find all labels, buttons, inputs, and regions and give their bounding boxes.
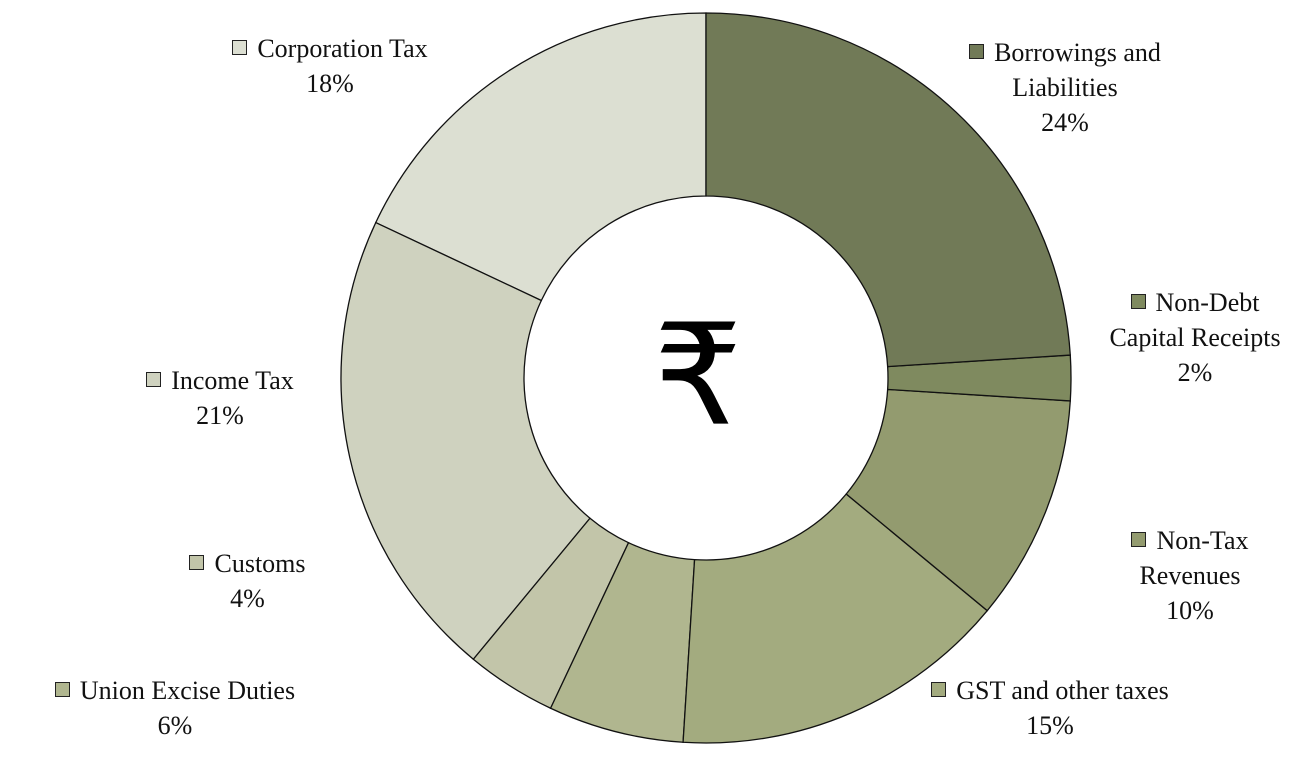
category-name: Non-Debt Capital Receipts xyxy=(1109,288,1281,352)
label-name-line: Non-Debt Capital Receipts xyxy=(1090,285,1300,355)
value-label: 10% xyxy=(1166,596,1214,625)
legend-swatch xyxy=(1131,532,1147,547)
slice-label: Customs 4% xyxy=(160,546,335,616)
category-name: Non-Tax Revenues xyxy=(1139,526,1249,590)
category-name: Union Excise Duties xyxy=(79,676,296,705)
value-label: 18% xyxy=(306,69,354,98)
legend-swatch xyxy=(969,44,985,59)
legend-swatch xyxy=(146,372,162,387)
legend-swatch xyxy=(54,682,70,697)
slice-label: GST and other taxes 15% xyxy=(915,673,1185,743)
label-name-line: Customs xyxy=(160,546,335,581)
category-name: GST and other taxes xyxy=(956,676,1169,705)
donut-slice xyxy=(886,354,1072,402)
slice-label: Corporation Tax 18% xyxy=(190,31,470,101)
legend-swatch xyxy=(232,40,248,55)
value-label: 4% xyxy=(230,584,265,613)
value-label: 15% xyxy=(1026,711,1074,740)
donut-slice xyxy=(340,221,591,661)
donut-slice xyxy=(845,388,1071,612)
legend-swatch xyxy=(1130,294,1146,309)
label-name-line: Income Tax xyxy=(110,363,330,398)
value-label: 6% xyxy=(157,711,193,740)
label-name-line: Borrowings and Liabilities xyxy=(920,35,1210,105)
category-name: Income Tax xyxy=(171,366,294,395)
legend-swatch xyxy=(931,682,947,697)
legend-swatch xyxy=(189,555,205,570)
label-name-line: GST and other taxes xyxy=(915,673,1185,708)
label-name-line: Union Excise Duties xyxy=(5,673,345,708)
slice-label: Income Tax 21% xyxy=(110,363,330,433)
center-symbol: ₹ xyxy=(653,295,742,458)
label-name-line: Corporation Tax xyxy=(190,31,470,66)
slice-label: Union Excise Duties 6% xyxy=(5,673,345,743)
donut-slice xyxy=(682,493,989,744)
donut-slice xyxy=(549,541,696,743)
label-name-line: Non-Tax Revenues xyxy=(1080,523,1300,593)
donut-slice xyxy=(472,517,630,710)
slice-label: Non-Tax Revenues 10% xyxy=(1080,523,1300,628)
donut-slice xyxy=(705,12,1071,368)
slice-label: Borrowings and Liabilities 24% xyxy=(920,35,1210,140)
category-name: Corporation Tax xyxy=(257,34,428,63)
donut-slice xyxy=(374,12,707,302)
value-label: 24% xyxy=(1041,108,1089,137)
value-label: 21% xyxy=(196,401,244,430)
category-name: Borrowings and Liabilities xyxy=(994,38,1161,102)
value-label: 2% xyxy=(1177,358,1213,387)
slice-label: Non-Debt Capital Receipts 2% xyxy=(1090,285,1300,390)
category-name: Customs xyxy=(214,549,306,578)
